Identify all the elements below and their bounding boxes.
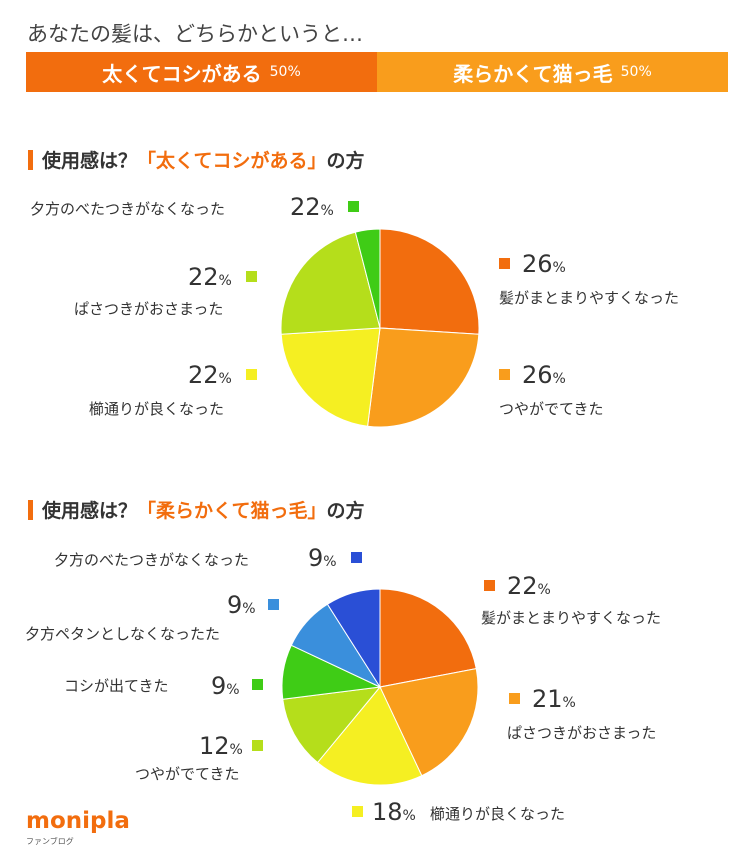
slice-label: つやがでてきた xyxy=(499,400,604,418)
slice-value: 22% xyxy=(290,193,334,221)
pie-slice xyxy=(316,686,423,786)
monipla-logo-sub: ファンブログ xyxy=(26,837,74,846)
slice-label: 夕方ペタンとしなくなったた xyxy=(25,625,221,643)
pie-slice xyxy=(280,231,381,335)
pie-slice xyxy=(379,588,477,688)
monipla-logo[interactable]: monipla xyxy=(26,808,130,834)
slice-value: 9% xyxy=(227,591,256,619)
slice-value: 9% xyxy=(308,544,337,572)
slice-value: 26% xyxy=(522,250,566,278)
slice-label: ぱさつきがおさまった xyxy=(74,300,224,318)
slice-label: 夕方のべたつきがなくなった xyxy=(30,200,226,218)
slice-value: 9% xyxy=(211,672,240,700)
slice-label: 櫛通りが良くなった xyxy=(430,805,566,823)
slice-value: 21% xyxy=(532,685,576,713)
hair-type-bar: 太くてコシがある 50% 柔らかくて猫っ毛 50% xyxy=(26,52,728,92)
legend-swatch xyxy=(348,201,359,212)
slice-label: 髪がまとまりやすくなった xyxy=(499,289,680,307)
section-1-title: 使用感は？ 「太くてコシがある」 の方 xyxy=(28,146,364,173)
hair-type-soft-segment: 柔らかくて猫っ毛 50% xyxy=(377,52,728,92)
hair-type-thick-label: 太くてコシがある xyxy=(102,61,262,86)
section-2-title: 使用感は？ 「柔らかくて猫っ毛」 の方 xyxy=(28,496,364,523)
section-1-title-quote: 「太くてコシがある」 xyxy=(137,150,327,172)
section-2-title-quote: 「柔らかくて猫っ毛」 xyxy=(137,500,327,522)
pie-slice xyxy=(326,588,381,689)
legend-swatch xyxy=(484,580,495,591)
hair-type-thick-percent: 50% xyxy=(269,64,301,80)
pie-slice xyxy=(379,668,479,777)
section-2-title-suffix: の方 xyxy=(326,500,365,522)
hair-type-soft-label: 柔らかくて猫っ毛 xyxy=(453,61,613,86)
question-text: あなたの髪は、どちらかというと… xyxy=(27,22,363,46)
section-1-marker xyxy=(28,149,33,170)
slice-label: コシが出てきた xyxy=(64,677,169,695)
hair-type-soft-percent: 50% xyxy=(620,64,652,80)
slice-value: 22% xyxy=(188,263,232,291)
slice-label: つやがでてきた xyxy=(135,765,240,783)
slice-label: ぱさつきがおさまった xyxy=(507,724,657,742)
slice-label: 櫛通りが良くなった xyxy=(89,400,225,418)
legend-swatch xyxy=(351,552,362,563)
legend-swatch xyxy=(499,369,510,380)
legend-swatch xyxy=(252,740,263,751)
pie-slice xyxy=(354,228,381,329)
legend-swatch xyxy=(509,693,520,704)
legend-swatch xyxy=(268,599,279,610)
hair-type-thick-segment: 太くてコシがある 50% xyxy=(26,52,377,92)
pie-slice xyxy=(379,228,480,335)
pie-slice xyxy=(282,686,382,764)
slice-value: 18% xyxy=(372,798,416,826)
pie-chart-thick-hair xyxy=(280,228,480,428)
slice-label: 髪がまとまりやすくなった xyxy=(481,609,662,627)
section-1-title-prefix: 使用感は？ xyxy=(42,150,138,172)
pie-slice xyxy=(367,327,480,428)
legend-swatch xyxy=(252,679,263,690)
pie-slice xyxy=(280,327,381,427)
section-2-marker xyxy=(28,499,33,520)
slice-label: 夕方のべたつきがなくなった xyxy=(54,551,250,569)
section-2-title-prefix: 使用感は？ xyxy=(42,500,138,522)
section-1-title-suffix: の方 xyxy=(326,150,365,172)
pie-chart-soft-hair xyxy=(281,588,479,786)
slice-value: 12% xyxy=(199,732,243,760)
slice-value: 22% xyxy=(507,572,551,600)
legend-swatch xyxy=(352,806,363,817)
legend-swatch xyxy=(246,369,257,380)
legend-swatch xyxy=(499,258,510,269)
slice-value: 22% xyxy=(188,361,232,389)
slice-value: 26% xyxy=(522,361,566,389)
legend-swatch xyxy=(246,271,257,282)
